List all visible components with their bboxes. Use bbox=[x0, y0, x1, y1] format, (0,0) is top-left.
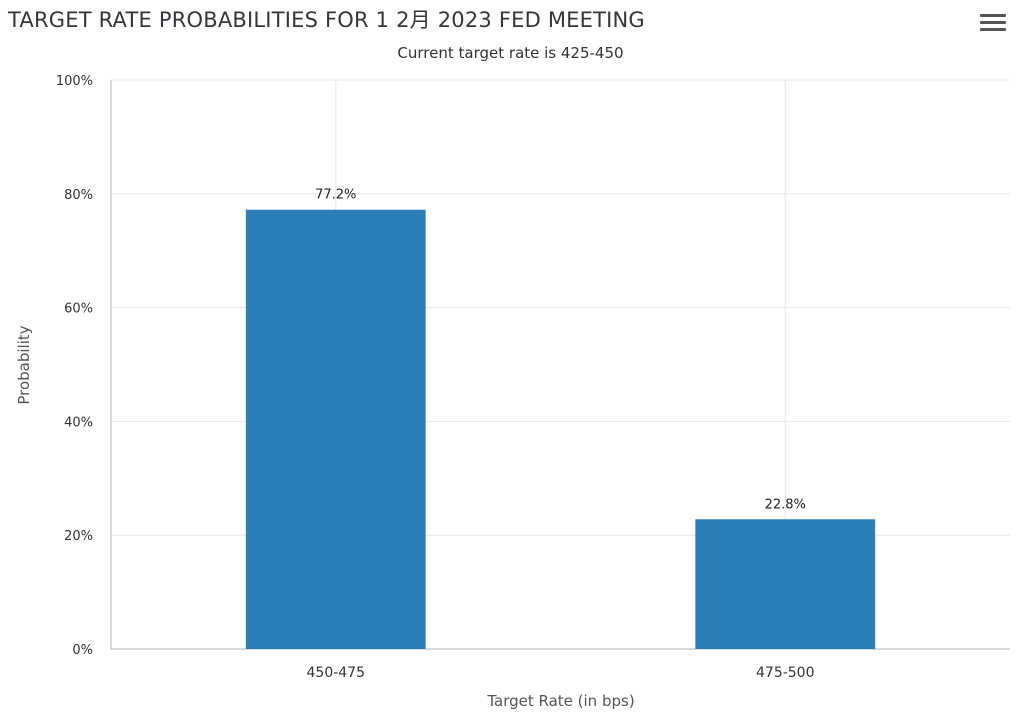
y-tick-label: 20% bbox=[64, 529, 93, 544]
y-tick-label: 80% bbox=[64, 188, 93, 203]
y-tick-label: 40% bbox=[64, 415, 93, 430]
y-tick-label: 0% bbox=[72, 643, 93, 658]
menu-line bbox=[980, 21, 1006, 24]
chart-subtitle: Current target rate is 425-450 bbox=[397, 44, 624, 62]
bar-data-label: 77.2% bbox=[315, 188, 356, 203]
x-tick-label: 450-475 bbox=[307, 665, 366, 681]
menu-line bbox=[980, 28, 1006, 31]
bar bbox=[695, 519, 876, 649]
x-axis-title: Target Rate (in bps) bbox=[486, 692, 634, 710]
y-tick-label: 100% bbox=[56, 74, 93, 89]
bars bbox=[245, 209, 876, 649]
hamburger-menu-icon[interactable] bbox=[980, 14, 1006, 36]
y-axis-title: Probability bbox=[15, 325, 33, 404]
y-tick-label: 60% bbox=[64, 302, 93, 317]
x-tick-label: 475-500 bbox=[756, 665, 815, 681]
labels: 0% 20% 40% 60% 80% 100% 77.2% 450-475 22.8% 475-5… bbox=[56, 74, 815, 681]
bar bbox=[245, 209, 426, 649]
bar-data-label: 22.8% bbox=[765, 497, 806, 512]
chart-title: TARGET RATE PROBABILITIES FOR 1 2月 2023 … bbox=[8, 8, 645, 32]
menu-line bbox=[980, 14, 1006, 17]
